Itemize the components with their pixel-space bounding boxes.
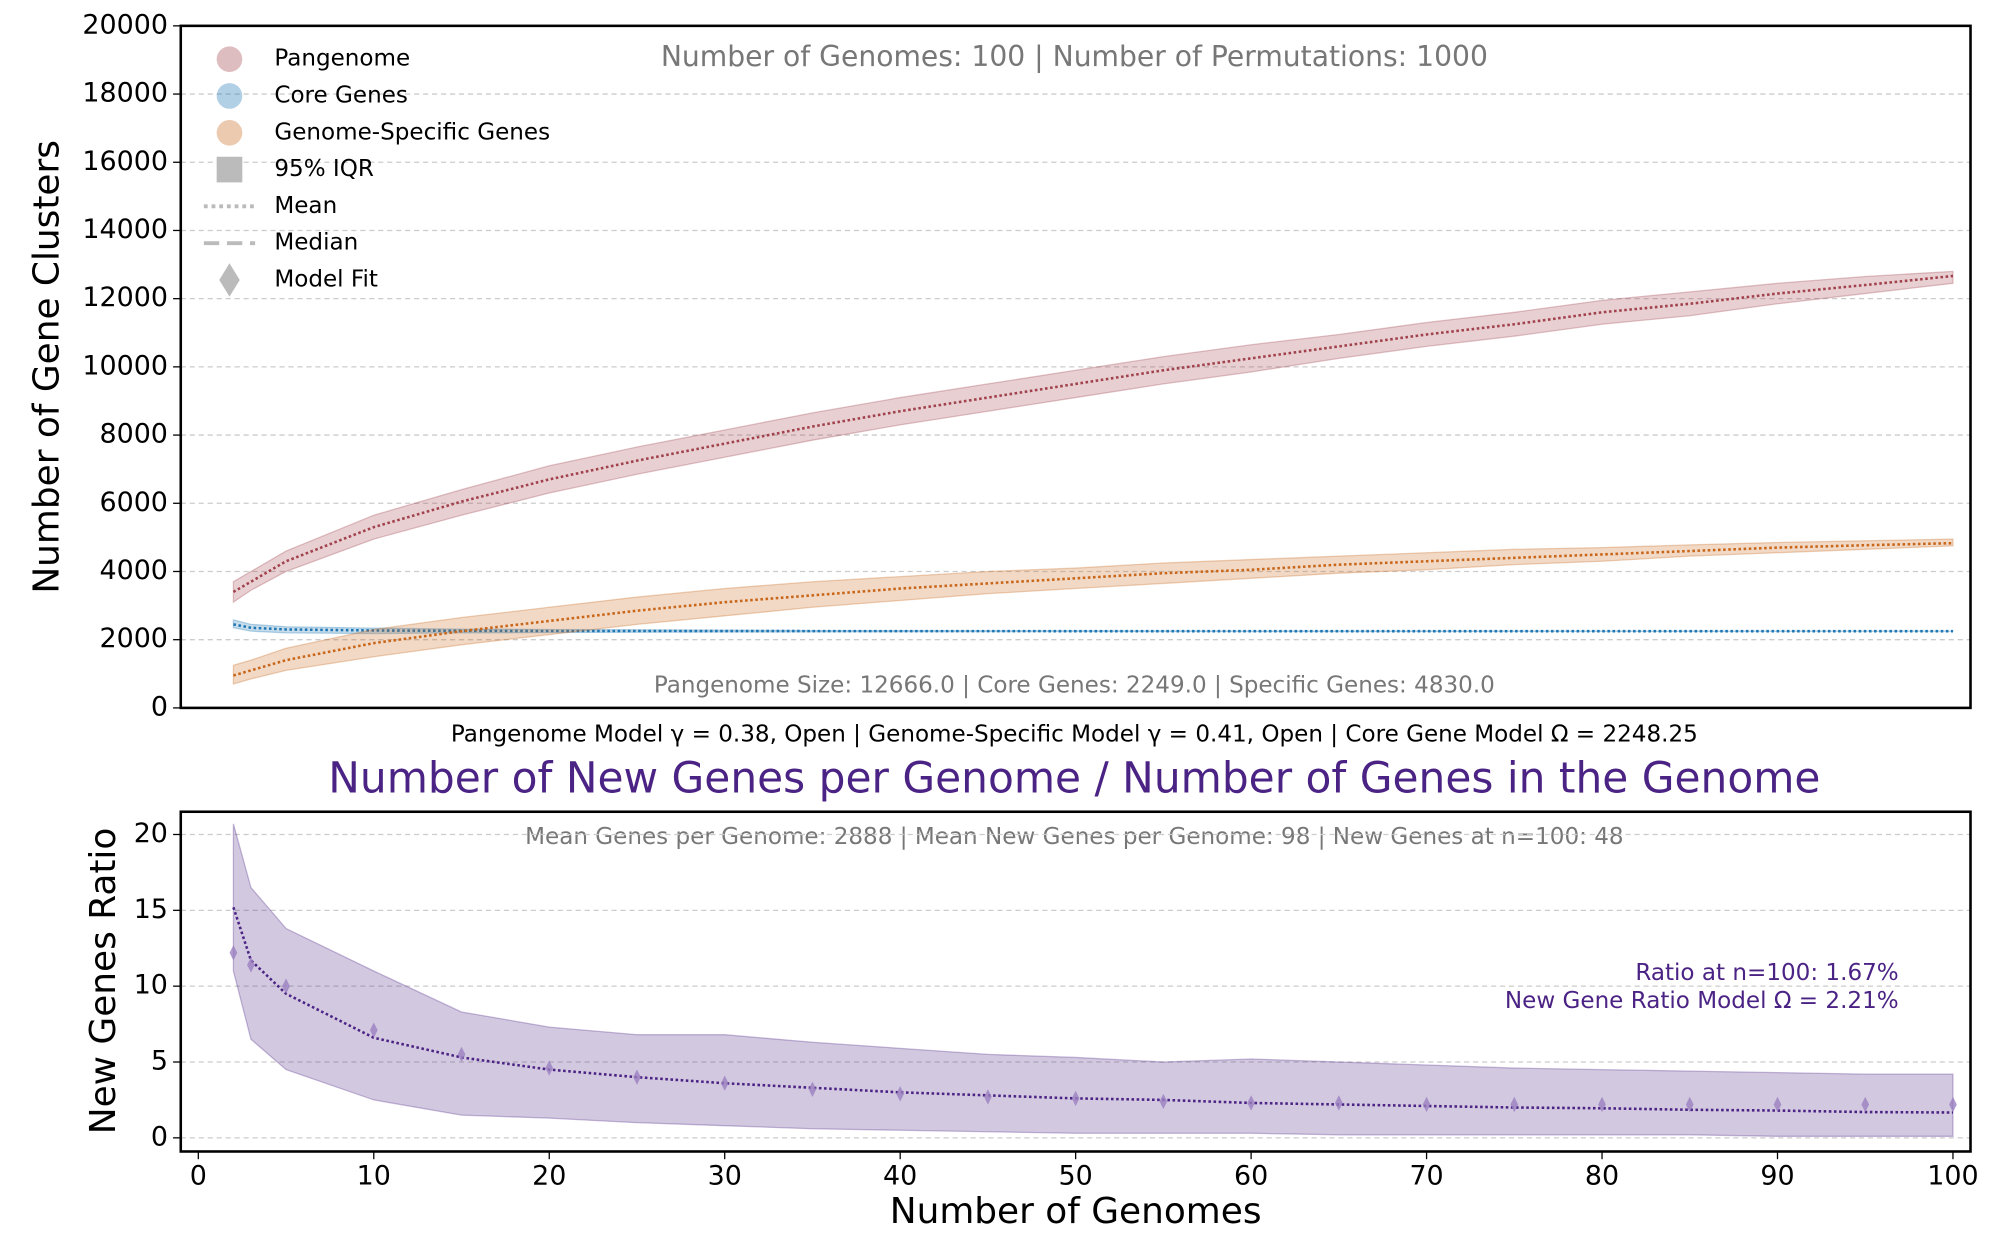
mean-line	[232, 906, 1953, 1114]
legend-label: Median	[274, 230, 358, 256]
model-fit-point	[247, 957, 255, 973]
model-fit-point	[1949, 1096, 1957, 1113]
x-tick-label: 40	[883, 1161, 917, 1192]
y-tick-label: 18000	[82, 78, 168, 109]
x-tick-label: 90	[1760, 1161, 1794, 1192]
legend-label: Core Genes	[274, 82, 408, 108]
y-tick-label: 0	[151, 1121, 168, 1152]
model-fit-point	[1510, 1096, 1519, 1113]
chart-title: Number of New Genes per Genome / Number …	[328, 753, 1820, 802]
x-tick-label: 10	[357, 1161, 391, 1192]
annotation: Mean Genes per Genome: 2888 | Mean New G…	[525, 824, 1623, 850]
x-axis-label: Pangenome Model γ = 0.38, Open | Genome-…	[451, 721, 1698, 747]
y-tick-label: 2000	[99, 623, 167, 654]
model-fit-point	[1861, 1096, 1870, 1113]
model-fit-point	[1159, 1093, 1168, 1110]
plot-area	[232, 270, 1954, 685]
model-fit-point	[545, 1060, 554, 1076]
y-tick-label: 8000	[99, 419, 167, 450]
iqr-band	[232, 538, 1954, 685]
y-tick-label: 4000	[99, 555, 167, 586]
y-tick-label: 20	[134, 818, 168, 849]
y-axis-label: Number of Gene Clusters	[27, 140, 68, 594]
plot-frame	[179, 24, 1972, 710]
legend-marker	[216, 119, 243, 146]
y-tick-label: 6000	[99, 487, 167, 518]
annotation: Ratio at n=100: 1.67%	[1635, 960, 1898, 986]
y-tick-label: 16000	[82, 146, 168, 177]
mean-line	[233, 541, 1953, 677]
legend-label: Model Fit	[274, 266, 378, 292]
legend-label: Pangenome	[274, 46, 410, 72]
iqr-band	[232, 270, 1954, 604]
y-tick-label: 5	[151, 1046, 168, 1077]
model-fit-point	[808, 1081, 817, 1097]
x-tick-label: 100	[1927, 1161, 1978, 1192]
x-tick-label: 50	[1059, 1161, 1093, 1192]
model-fit-point	[720, 1075, 729, 1091]
legend-marker	[219, 263, 240, 297]
y-tick-label: 0	[151, 691, 168, 722]
mean-line	[232, 274, 1954, 594]
y-tick-label: 10	[134, 970, 168, 1001]
y-tick-label: 14000	[82, 214, 168, 245]
model-fit-point	[282, 978, 290, 994]
model-fit-point	[896, 1086, 905, 1102]
legend-label: Genome-Specific Genes	[274, 119, 550, 145]
y-tick-label: 20000	[82, 9, 168, 40]
x-tick-label: 80	[1585, 1161, 1619, 1192]
x-tick-label: 0	[190, 1161, 207, 1192]
x-tick-label: 60	[1234, 1161, 1268, 1192]
y-tick-label: 15	[134, 894, 168, 925]
model-fit-point	[984, 1089, 992, 1105]
legend-marker	[216, 83, 243, 109]
legend-label: 95% IQR	[274, 156, 374, 182]
model-fit-point	[1598, 1096, 1606, 1113]
legend-marker	[216, 46, 243, 72]
y-tick-label: 10000	[82, 350, 168, 381]
x-tick-label: 70	[1409, 1161, 1443, 1192]
y-axis-label: New Genes Ratio	[83, 828, 124, 1135]
model-fit-point	[1247, 1095, 1255, 1111]
model-fit-point	[1422, 1096, 1431, 1113]
model-fit-point	[1334, 1095, 1343, 1111]
model-fit-point	[1685, 1096, 1694, 1113]
model-fit-point	[229, 945, 238, 961]
annotation: Number of Genomes: 100 | Number of Permu…	[661, 40, 1488, 73]
x-tick-label: 30	[708, 1161, 742, 1192]
annotation: Pangenome Size: 12666.0 | Core Genes: 22…	[654, 673, 1495, 699]
y-tick-label: 12000	[82, 282, 168, 313]
legend-marker	[216, 156, 243, 183]
model-fit-point	[1773, 1096, 1782, 1113]
annotation: New Gene Ratio Model Ω = 2.21%	[1505, 988, 1899, 1014]
legend-label: Mean	[274, 193, 337, 219]
plot-frame	[179, 810, 1972, 1153]
iqr-band	[232, 823, 1954, 1137]
model-fit-point	[633, 1069, 641, 1085]
plot-area	[229, 823, 1957, 1137]
x-tick-label: 20	[532, 1161, 566, 1192]
x-axis-label: Number of Genomes	[890, 1191, 1262, 1232]
model-fit-point	[1071, 1090, 1080, 1107]
